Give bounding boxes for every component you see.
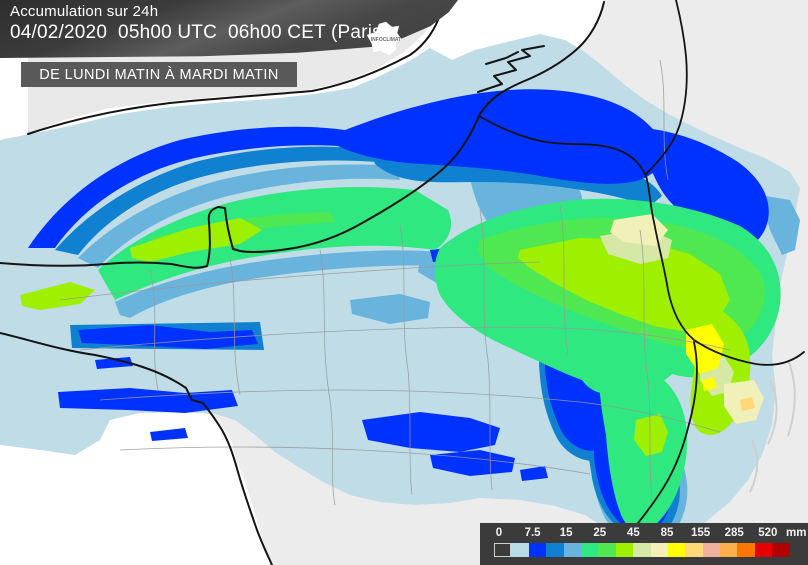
de-border-north	[645, 0, 688, 175]
precip-region	[95, 357, 133, 369]
precip-region	[644, 128, 769, 252]
legend-swatch	[546, 543, 564, 557]
legend-swatch	[685, 543, 703, 557]
legend-swatch	[737, 543, 755, 557]
legend-tick: 85	[660, 527, 674, 539]
legend-swatch	[754, 543, 773, 557]
precip-region	[150, 428, 188, 441]
legend-swatches	[494, 543, 790, 557]
atlantic-coast	[0, 332, 273, 565]
department-borders	[59, 59, 731, 506]
precip-region	[78, 325, 258, 349]
legend-tick: 15	[559, 527, 573, 539]
precip-band	[78, 164, 400, 268]
precip-patch	[20, 282, 95, 310]
ch-border	[625, 341, 698, 539]
legend-swatch	[563, 543, 581, 557]
england-coast	[27, 11, 442, 135]
legend-swatch	[511, 543, 529, 557]
logo-text: INFOCLIMAT	[370, 37, 402, 43]
legend-swatch	[667, 543, 686, 557]
legend-tick: 520	[758, 527, 778, 539]
legend-tick-labels: 0 7.5 15 25 45 85 155 285 520 mm	[480, 523, 808, 542]
precip-region	[338, 89, 664, 184]
legend-swatch	[615, 543, 634, 557]
precip-band	[28, 126, 360, 248]
infoclimat-logo: INFOCLIMAT	[365, 20, 407, 62]
period-banner: DE LUNDI MATIN À MARDI MATIN	[21, 62, 297, 87]
precip-patch	[686, 324, 724, 374]
legend-swatch	[702, 543, 721, 557]
nl-delta2	[485, 51, 519, 65]
legend-tick: 155	[691, 527, 711, 539]
legend-panel: 0 7.5 15 25 45 85 155 285 520 mm	[480, 523, 808, 565]
legend-tick: 45	[626, 527, 640, 539]
legend-tick: 0	[495, 527, 503, 539]
precip-band	[115, 250, 442, 318]
precip-region	[520, 466, 548, 481]
legend-swatch	[494, 543, 512, 557]
legend-tick: 7.5	[524, 527, 541, 539]
legend-swatch	[650, 543, 668, 557]
legend-swatch	[720, 543, 738, 557]
nl-delta	[477, 45, 545, 93]
france-shape-icon	[366, 21, 403, 57]
precip-region	[760, 195, 800, 255]
precip-band	[98, 187, 452, 300]
precip-band	[55, 146, 378, 255]
legend-tick: 25	[593, 527, 607, 539]
legend-swatch	[633, 543, 651, 557]
precip-region	[350, 294, 430, 324]
precip-patch	[634, 414, 668, 456]
map-title: Accumulation sur 24h	[10, 3, 159, 20]
precip-patch	[518, 238, 730, 332]
precip-region	[362, 412, 500, 452]
legend-tick: 285	[724, 527, 744, 539]
be-de-border	[478, 115, 805, 366]
continent-coast	[0, 1, 605, 269]
precip-patch	[702, 377, 717, 391]
legend-swatch	[772, 543, 790, 557]
precip-patch	[740, 397, 755, 411]
legend-swatch	[528, 543, 547, 557]
legend-swatch	[598, 543, 616, 557]
legend-swatch	[580, 543, 599, 557]
map-datetime: 04/02/2020 05h00 UTC 06h00 CET (Paris)	[10, 22, 389, 43]
legend-unit: mm	[786, 527, 807, 539]
